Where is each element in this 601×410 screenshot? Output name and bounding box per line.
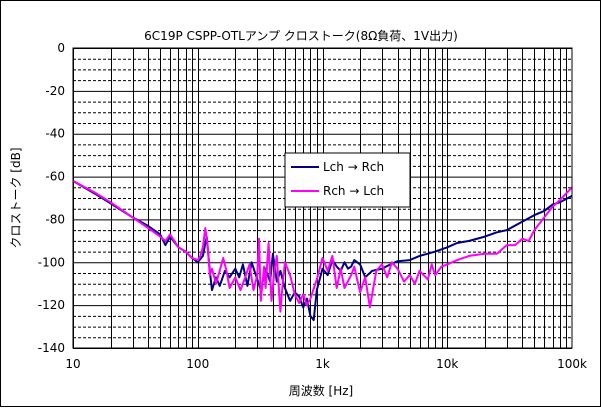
series-lines <box>72 180 573 322</box>
x-tick-label: 100k <box>557 357 587 371</box>
legend: Lch → Rch Rch → Lch <box>284 152 411 208</box>
y-tick-label: -120 <box>38 298 65 312</box>
y-tick-label: -100 <box>38 255 65 269</box>
y-tick-label: -140 <box>38 341 65 355</box>
y-tick-label: -20 <box>45 84 65 98</box>
y-tick-label: -60 <box>45 170 65 184</box>
legend-box <box>284 152 411 208</box>
x-axis-title: 周波数 [Hz] <box>289 383 354 398</box>
legend-label-rch-lch: Rch → Lch <box>323 184 384 198</box>
y-tick-label: -40 <box>45 127 65 141</box>
chart-title: 6C19P CSPP-OTLアンプ クロストーク(8Ω負荷、1V出力) <box>144 29 458 43</box>
plot-border <box>72 47 573 349</box>
x-tick-label: 10 <box>65 357 80 371</box>
x-tick-label: 100 <box>186 357 209 371</box>
y-tick-label: 0 <box>57 41 65 55</box>
y-tick-label: -80 <box>45 212 65 226</box>
y-axis-title: クロストーク [dB] <box>9 147 23 248</box>
x-tick-label: 1k <box>315 357 330 371</box>
x-tick-label: 10k <box>436 357 458 371</box>
legend-label-lch-rch: Lch → Rch <box>323 160 384 174</box>
series-line-rch-lch <box>72 180 573 313</box>
series-line-lch-rch <box>72 180 573 322</box>
